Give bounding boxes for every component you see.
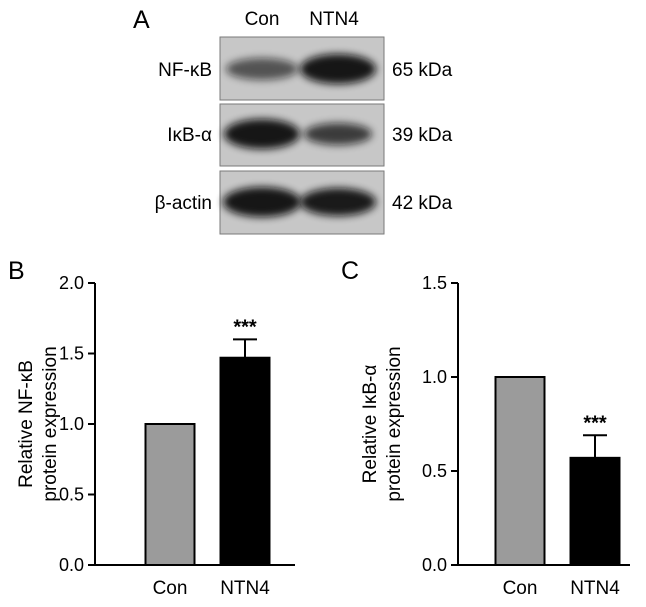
lane-label-ntn4: NTN4 bbox=[309, 9, 359, 30]
y-tick-label: 1.0 bbox=[59, 414, 84, 434]
y-tick-label: 1.0 bbox=[422, 367, 447, 387]
panel-a: A Con NTN4 NF-κB 65 kDa IκB-α 39 kDa bbox=[133, 6, 453, 235]
lane-label-con: Con bbox=[245, 9, 280, 30]
significance-mark: *** bbox=[233, 316, 257, 338]
x-category-label: Con bbox=[503, 578, 538, 599]
x-category-label: Con bbox=[153, 578, 188, 599]
blot-band-ntn4 bbox=[300, 188, 376, 216]
blot-row-nfkb: NF-κB 65 kDa bbox=[158, 36, 453, 101]
chart-c: C 0.0 0.5 1.0 1.5 Con *** NTN4 Relative IκB-α pr… bbox=[341, 257, 630, 599]
panel-letter-b: B bbox=[8, 257, 25, 285]
blot-row-label: IκB-α bbox=[167, 125, 212, 146]
blot-band-ntn4 bbox=[300, 54, 376, 84]
y-tick-label: 0.5 bbox=[422, 461, 447, 481]
blot-band-ntn4 bbox=[304, 123, 372, 145]
panel-letter-a: A bbox=[133, 6, 150, 34]
blot-band-con bbox=[226, 58, 298, 80]
blot-band-con bbox=[224, 119, 300, 149]
panel-letter-c: C bbox=[341, 257, 359, 285]
blot-row-ikba: IκB-α 39 kDa bbox=[167, 103, 453, 167]
blot-row-label: NF-κB bbox=[158, 60, 212, 81]
significance-mark: *** bbox=[583, 412, 607, 434]
y-tick-label: 0.0 bbox=[59, 555, 84, 575]
y-tick-label: 1.5 bbox=[59, 344, 84, 364]
blot-rows: NF-κB 65 kDa IκB-α 39 kDa β-actin 42 kDa bbox=[155, 36, 453, 235]
bar-con bbox=[144, 423, 196, 566]
bar-ntn4 bbox=[569, 456, 621, 566]
y-tick-label: 2.0 bbox=[59, 273, 84, 293]
bar-ntn4 bbox=[219, 356, 271, 567]
blot-kda-label: 42 kDa bbox=[392, 193, 453, 214]
blot-kda-label: 65 kDa bbox=[392, 60, 453, 81]
y-axis-label-line1: Relative IκB-α bbox=[360, 365, 381, 484]
y-tick-label: 0.5 bbox=[59, 485, 84, 505]
blot-kda-label: 39 kDa bbox=[392, 125, 453, 146]
y-tick-label: 1.5 bbox=[422, 273, 447, 293]
x-category-label: NTN4 bbox=[570, 578, 620, 599]
y-axis-label-line2: protein expression bbox=[40, 346, 61, 501]
blot-band-con bbox=[223, 187, 301, 217]
y-tick-label: 0.0 bbox=[422, 555, 447, 575]
blot-row-label: β-actin bbox=[155, 193, 212, 214]
chart-b: B 0.0 0.5 1.0 1.5 2.0 Con *** NTN4 Relative NF-κ… bbox=[8, 257, 295, 599]
x-category-label: NTN4 bbox=[220, 578, 270, 599]
y-axis-label-line2: protein expression bbox=[384, 346, 405, 501]
bar-con bbox=[494, 376, 546, 566]
y-axis-label-line1: Relative NF-κB bbox=[16, 360, 37, 488]
blot-row-bactin: β-actin 42 kDa bbox=[155, 170, 453, 235]
